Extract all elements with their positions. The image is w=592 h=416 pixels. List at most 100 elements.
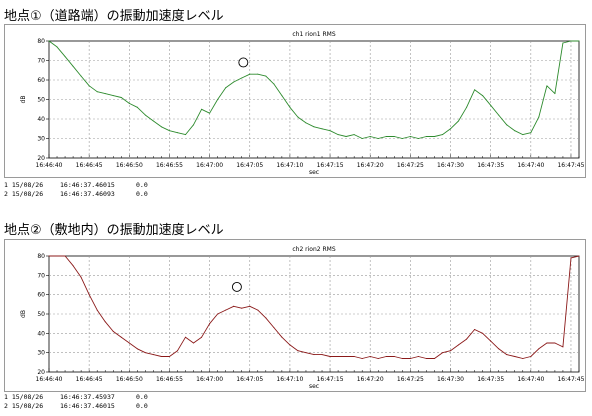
data-point bbox=[56, 255, 58, 257]
y-tick-label: 70 bbox=[37, 272, 45, 279]
data-point bbox=[48, 40, 50, 42]
data-point bbox=[209, 323, 211, 325]
x-axis-label: sec bbox=[309, 383, 319, 390]
data-point bbox=[522, 134, 524, 136]
x-tick-label: 16:47:20 bbox=[357, 376, 384, 383]
data-point bbox=[578, 40, 580, 42]
data-point bbox=[466, 106, 468, 108]
data-point bbox=[217, 313, 219, 315]
data-point bbox=[345, 136, 347, 138]
data-point bbox=[530, 356, 532, 358]
data-point bbox=[401, 138, 403, 139]
x-tick-label: 16:47:10 bbox=[276, 162, 303, 169]
marker-circle bbox=[238, 57, 249, 68]
data-point bbox=[152, 120, 154, 122]
x-tick-label: 16:47:15 bbox=[317, 376, 344, 383]
data-point bbox=[176, 132, 178, 134]
data-point bbox=[538, 348, 540, 350]
data-point bbox=[361, 138, 363, 139]
data-point bbox=[104, 321, 106, 323]
data-point bbox=[185, 134, 187, 136]
cursor-time: 16:46:37.46093 bbox=[60, 190, 115, 198]
cursor-date: 2 15/08/26 bbox=[4, 402, 44, 410]
data-point bbox=[321, 354, 323, 356]
y-tick-label: 50 bbox=[37, 311, 45, 318]
x-tick-label: 16:47:30 bbox=[437, 162, 464, 169]
data-point bbox=[193, 124, 195, 126]
data-point bbox=[546, 85, 548, 87]
cursor-info-1: 1 15/08/26 16:46:37.46015 0.0 2 15/08/26 16:… bbox=[4, 181, 148, 199]
x-tick-label: 16:46:40 bbox=[36, 162, 63, 169]
data-point bbox=[152, 354, 154, 356]
data-point bbox=[249, 73, 251, 75]
data-point bbox=[458, 344, 460, 346]
x-tick-label: 16:47:45 bbox=[557, 376, 584, 383]
y-tick-label: 60 bbox=[37, 77, 45, 84]
data-point bbox=[56, 46, 58, 48]
chart-heading-1: 地点①（道路端）の振動加速度レベル bbox=[4, 9, 224, 24]
x-tick-label: 16:47:40 bbox=[517, 162, 544, 169]
data-point bbox=[96, 309, 98, 311]
data-point bbox=[88, 85, 90, 87]
data-point bbox=[538, 116, 540, 118]
data-point bbox=[482, 95, 484, 97]
data-point bbox=[313, 126, 315, 128]
y-tick-label: 20 bbox=[37, 369, 45, 376]
data-point bbox=[562, 42, 564, 44]
data-point bbox=[64, 255, 66, 257]
data-point bbox=[417, 138, 419, 139]
data-point bbox=[393, 136, 395, 138]
data-point bbox=[570, 40, 572, 42]
chart-panel-1: ch1 rion1 RMS 20 30 40 50 60 70 80 16:46:40 16:46… bbox=[4, 24, 586, 178]
data-point bbox=[96, 91, 98, 93]
data-point bbox=[297, 116, 299, 118]
data-point bbox=[160, 356, 162, 358]
x-tick-label: 16:47:00 bbox=[196, 162, 223, 169]
data-point bbox=[570, 257, 572, 259]
data-point bbox=[305, 352, 307, 354]
cursor-row: 1 15/08/26 16:46:37.45937 0.0 bbox=[4, 393, 148, 402]
data-point bbox=[289, 106, 291, 108]
data-point bbox=[120, 97, 122, 99]
data-point bbox=[546, 342, 548, 344]
series-line bbox=[48, 40, 579, 139]
x-tick-label: 16:47:35 bbox=[477, 376, 504, 383]
data-point bbox=[233, 81, 235, 83]
y-tick-label: 30 bbox=[37, 350, 45, 357]
data-point bbox=[289, 344, 291, 346]
data-point bbox=[233, 305, 235, 307]
data-point bbox=[281, 95, 283, 97]
cursor-time: 16:46:37.46015 bbox=[60, 402, 115, 410]
data-point bbox=[578, 255, 580, 257]
y-axis-label: dB bbox=[20, 96, 27, 104]
x-tick-label: 16:46:55 bbox=[156, 376, 183, 383]
data-point bbox=[257, 309, 259, 311]
x-tick-label: 16:46:55 bbox=[156, 162, 183, 169]
data-point bbox=[441, 134, 443, 136]
cursor-row: 2 15/08/26 16:46:37.46015 0.0 bbox=[4, 402, 148, 411]
series-line bbox=[49, 255, 580, 359]
cursor-time: 16:46:37.46015 bbox=[60, 181, 115, 189]
data-point bbox=[265, 75, 267, 77]
data-point bbox=[474, 89, 476, 91]
data-point bbox=[498, 348, 500, 350]
data-point bbox=[554, 342, 556, 344]
x-tick-label: 16:47:45 bbox=[557, 162, 584, 169]
x-tick-label: 16:47:15 bbox=[317, 162, 344, 169]
data-point bbox=[530, 132, 532, 134]
data-point bbox=[353, 356, 355, 358]
data-point bbox=[225, 87, 227, 89]
data-point bbox=[466, 338, 468, 340]
data-point bbox=[377, 357, 379, 359]
data-point bbox=[136, 348, 138, 350]
data-point bbox=[385, 136, 387, 138]
data-point bbox=[361, 357, 363, 359]
x-tick-label: 16:47:05 bbox=[236, 162, 263, 169]
x-tick-label: 16:47:25 bbox=[397, 376, 424, 383]
data-point bbox=[241, 77, 243, 79]
data-point bbox=[385, 356, 387, 358]
data-point bbox=[185, 336, 187, 338]
data-point bbox=[474, 328, 476, 330]
y-tick-label: 60 bbox=[37, 292, 45, 299]
y-tick-label: 80 bbox=[37, 253, 45, 260]
